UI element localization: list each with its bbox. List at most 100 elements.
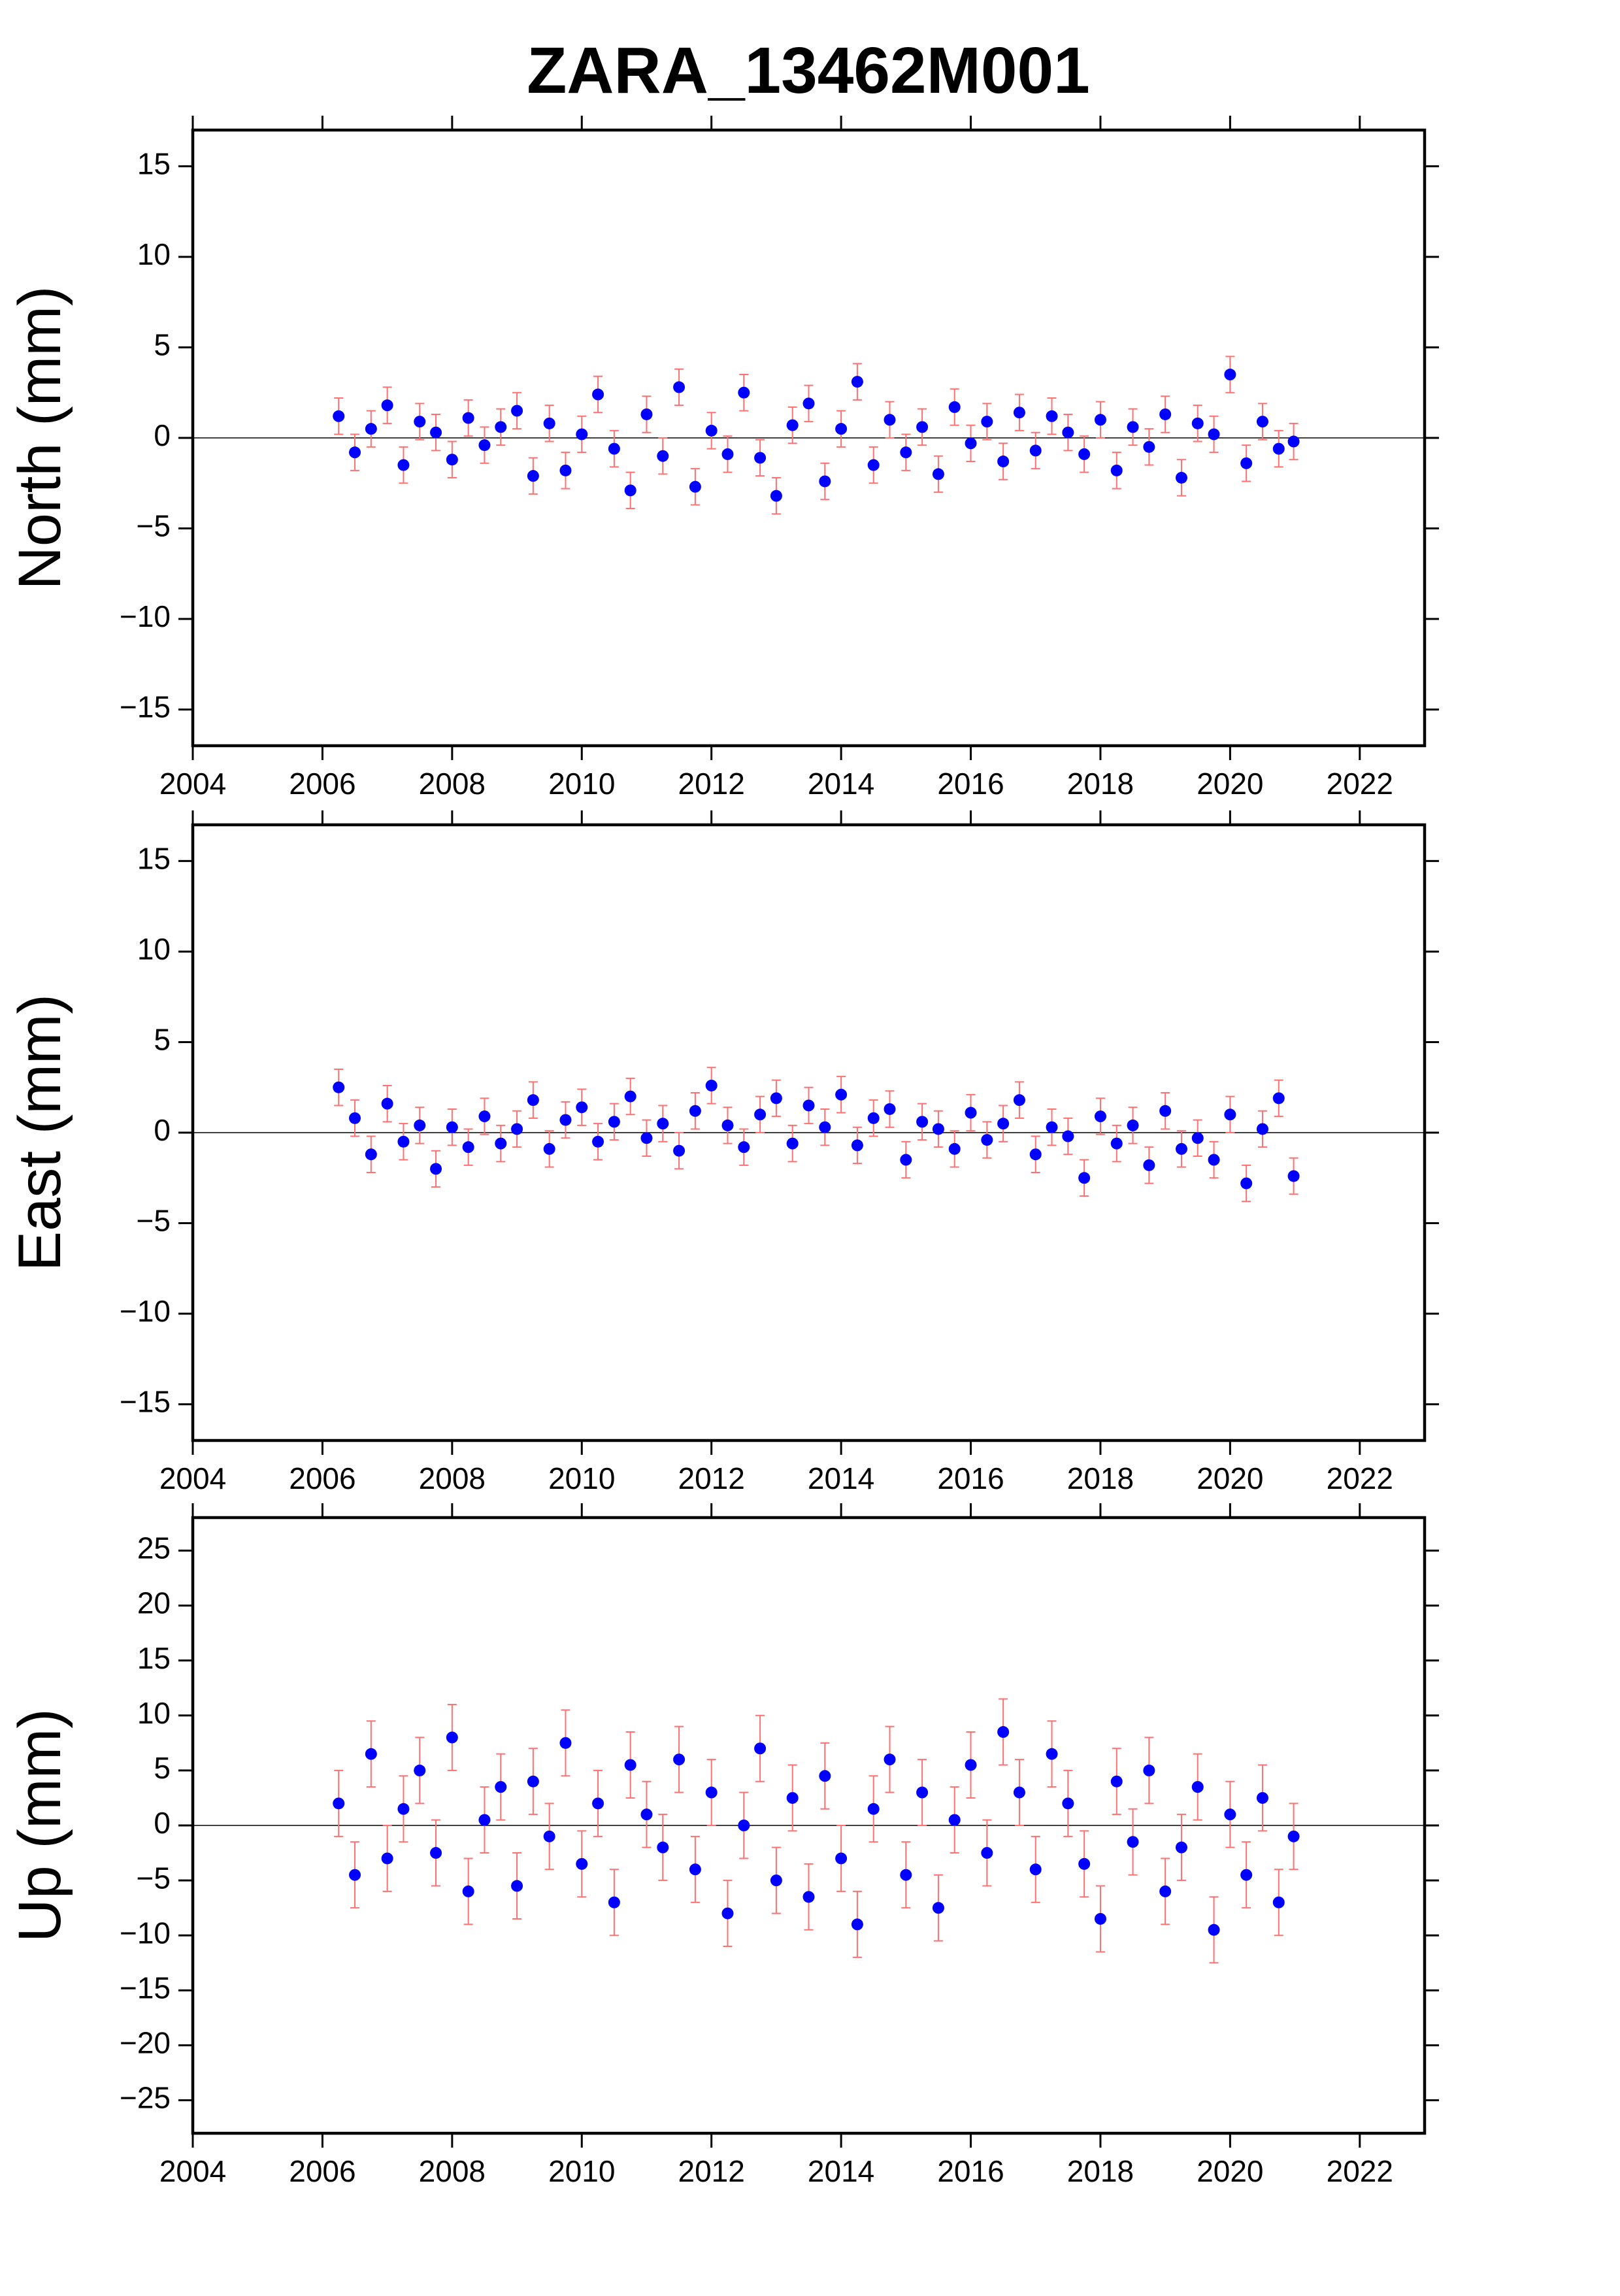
data-point [527, 1775, 539, 1788]
y-tick-label: 15 [137, 1641, 171, 1675]
data-point [1094, 414, 1106, 426]
x-tick-label: 2004 [159, 767, 226, 801]
data-point [802, 397, 815, 410]
data-point [754, 1108, 767, 1121]
data-point [543, 1830, 555, 1842]
data-point [1224, 1808, 1236, 1821]
data-point [592, 388, 604, 401]
data-point [835, 423, 848, 435]
data-point [1013, 407, 1025, 419]
data-point [900, 446, 912, 459]
data-point [770, 490, 782, 502]
data-point [592, 1797, 604, 1810]
data-point [916, 421, 929, 433]
data-point [559, 464, 572, 476]
data-point [819, 1121, 831, 1133]
data-point [948, 1814, 961, 1826]
data-point [495, 1137, 507, 1150]
data-point [981, 1847, 993, 1859]
x-tick-label: 2006 [289, 1461, 355, 1495]
x-tick-label: 2010 [548, 767, 615, 801]
data-point [673, 1144, 686, 1157]
y-tick-label: −25 [120, 2081, 171, 2115]
data-point [770, 1874, 782, 1887]
data-point [948, 401, 961, 413]
x-tick-label: 2020 [1197, 2154, 1263, 2188]
y-tick-label: 5 [154, 328, 171, 362]
data-point [1256, 1123, 1268, 1135]
data-point [721, 1119, 734, 1131]
data-point [770, 1092, 782, 1105]
x-tick-label: 2008 [419, 767, 486, 801]
data-point [835, 1088, 848, 1101]
data-point [559, 1114, 572, 1126]
data-point [1175, 1841, 1187, 1854]
data-point [981, 416, 993, 428]
data-point [333, 1797, 345, 1810]
data-point [1272, 1896, 1285, 1908]
data-point [900, 1154, 912, 1166]
y-tick-label: −10 [120, 1916, 171, 1950]
x-tick-label: 2006 [289, 2154, 355, 2188]
data-point [430, 1847, 442, 1859]
y-tick-label: 0 [154, 418, 171, 452]
data-point [1046, 410, 1058, 422]
data-point [462, 1885, 474, 1897]
data-point [511, 1123, 523, 1135]
x-tick-label: 2022 [1327, 2154, 1393, 2188]
data-point [900, 1869, 912, 1881]
data-point [397, 459, 410, 471]
data-point [381, 1852, 393, 1865]
x-tick-label: 2014 [808, 1461, 874, 1495]
data-point [478, 1814, 491, 1826]
data-point [1062, 1797, 1074, 1810]
figure-title: ZARA_13462M001 [527, 34, 1090, 107]
x-tick-label: 2004 [159, 2154, 226, 2188]
data-point [576, 1101, 588, 1114]
data-point [932, 1902, 944, 1914]
data-point [1143, 1159, 1155, 1171]
data-point [754, 1742, 767, 1755]
x-tick-label: 2010 [548, 1461, 615, 1495]
data-point [608, 1116, 620, 1128]
data-point [608, 1896, 620, 1908]
data-point [1127, 421, 1139, 433]
y-tick-label: 10 [137, 1696, 171, 1730]
data-point [640, 1808, 653, 1821]
data-point [495, 1781, 507, 1793]
data-point [624, 1759, 636, 1771]
plot-area [193, 1698, 1425, 1964]
data-point [1013, 1094, 1025, 1106]
data-point [511, 405, 523, 417]
data-point [1240, 1177, 1253, 1190]
data-point [997, 1726, 1010, 1739]
data-point [673, 381, 686, 393]
data-point [1191, 417, 1204, 429]
y-tick-label: 5 [154, 1023, 171, 1057]
data-point [1062, 1130, 1074, 1142]
data-point [640, 1132, 653, 1144]
y-tick-label: 15 [137, 147, 171, 181]
y-tick-label: 25 [137, 1531, 171, 1565]
x-tick-label: 2020 [1197, 767, 1263, 801]
data-point [478, 439, 491, 452]
data-point [932, 468, 944, 480]
data-point [1208, 428, 1220, 441]
x-tick-label: 2006 [289, 767, 355, 801]
data-point [365, 1148, 377, 1161]
data-point [1287, 435, 1300, 448]
data-point [965, 1106, 977, 1119]
x-tick-label: 2012 [678, 1461, 745, 1495]
data-point [349, 1112, 361, 1124]
data-point [721, 448, 734, 460]
data-point [884, 1103, 896, 1115]
data-point [349, 446, 361, 459]
data-point [1256, 1791, 1268, 1804]
data-point [592, 1135, 604, 1148]
x-tick-label: 2022 [1327, 767, 1393, 801]
data-point [333, 410, 345, 422]
y-tick-label: 10 [137, 237, 171, 271]
x-tick-label: 2008 [419, 1461, 486, 1495]
data-point [1078, 1172, 1091, 1184]
